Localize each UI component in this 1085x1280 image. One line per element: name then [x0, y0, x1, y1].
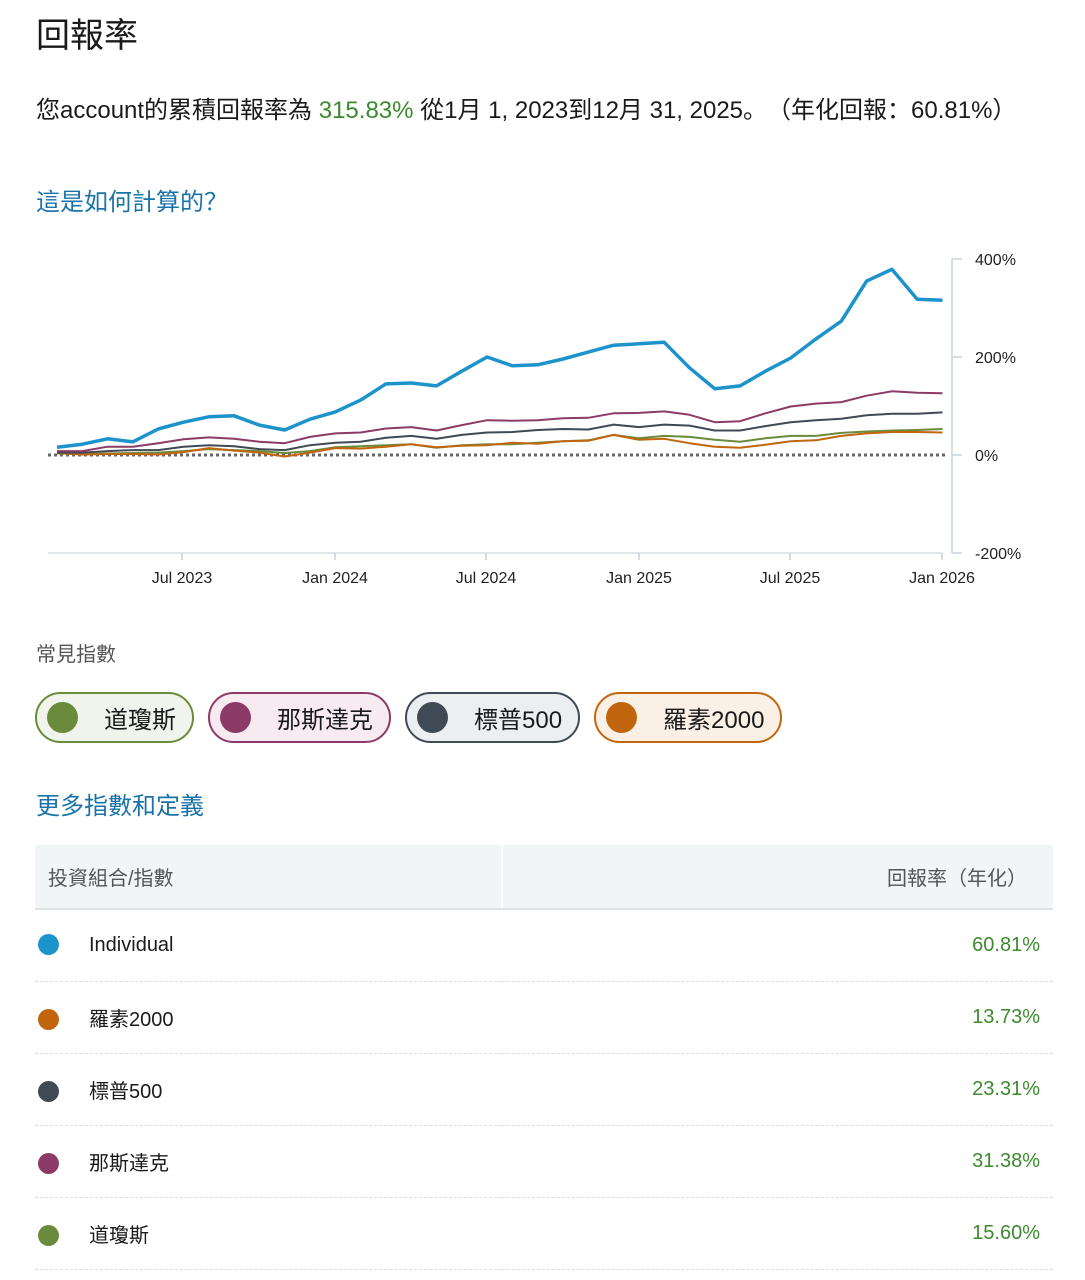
returns-table: 投資組合/指數 回報率（年化） Individual 60.81% 羅素2000 13…: [35, 845, 1053, 1270]
series-color-icon: [38, 1008, 59, 1030]
index-chip-sp500[interactable]: 標普500: [405, 692, 581, 743]
series-color-icon: [38, 1224, 59, 1246]
row-name-cell: 那斯達克: [35, 1125, 502, 1198]
row-name-cell: 羅素2000: [35, 981, 502, 1054]
y-tick-label: 400%: [975, 252, 1016, 269]
index-toggles: 道瓊斯 那斯達克 標普500 羅素2000: [35, 692, 783, 743]
series-color-icon: [38, 1152, 59, 1174]
row-name: 那斯達克: [89, 1152, 169, 1175]
cumulative-return: 315.83%: [318, 97, 414, 124]
chip-label: 羅素2000: [663, 707, 765, 734]
x-tick-label: Jul 2024: [456, 570, 517, 587]
series-line-標普500: [57, 411, 943, 454]
x-tick-label: Jul 2025: [760, 570, 821, 587]
table-row: 那斯達克 31.38%: [35, 1125, 1053, 1198]
returns-chart: 400% 200% 0% -200% Jul 2023 Jan 2024 Jul 2024 J…: [48, 252, 1021, 587]
x-tick-label: Jan 2024: [302, 570, 368, 587]
table-row: 標普500 23.31%: [35, 1053, 1053, 1126]
row-return: 23.31%: [502, 1053, 1053, 1126]
row-name: 羅素2000: [89, 1008, 174, 1031]
series-line-Individual: [56, 267, 943, 449]
row-name-cell: 標普500: [35, 1053, 502, 1126]
series-color-icon: [38, 933, 59, 955]
row-name-cell: 道瓊斯: [35, 1197, 502, 1270]
summary-suffix: 從1月 1, 2023到12月 31, 2025。 （年化回報：60.81%）: [413, 97, 1017, 124]
y-tick-label: -200%: [975, 546, 1021, 563]
row-return: 31.38%: [502, 1125, 1053, 1198]
nasdaq-color-icon: [220, 702, 251, 733]
summary-prefix: 您account的累積回報率為: [36, 97, 319, 124]
chip-label: 標普500: [474, 707, 563, 734]
index-chip-nasdaq[interactable]: 那斯達克: [208, 692, 391, 743]
row-name: 道瓊斯: [89, 1224, 149, 1247]
common-indices-label: 常見指數: [36, 644, 116, 666]
index-chip-russell2000[interactable]: 羅素2000: [594, 692, 783, 743]
page-title: 回報率: [36, 17, 138, 55]
x-tick-label: Jul 2023: [152, 570, 213, 587]
row-name-cell: Individual: [35, 909, 502, 982]
chip-label: 道瓊斯: [104, 707, 176, 734]
header-portfolio[interactable]: 投資組合/指數: [35, 845, 502, 910]
y-tick-label: 0%: [975, 448, 998, 465]
row-return: 15.60%: [502, 1197, 1053, 1270]
how-calculated-link[interactable]: 這是如何計算的？: [36, 189, 228, 216]
x-tick-label: Jan 2026: [909, 570, 975, 587]
header-return[interactable]: 回報率（年化）: [501, 845, 1053, 910]
table-row: 道瓊斯 15.60%: [35, 1197, 1053, 1270]
russell-color-icon: [606, 702, 638, 733]
row-return: 60.81%: [502, 909, 1053, 982]
series-line-那斯達克: [57, 390, 943, 453]
series-color-icon: [38, 1080, 59, 1102]
y-tick-label: 200%: [975, 350, 1016, 367]
index-chip-dow[interactable]: 道瓊斯: [35, 692, 194, 743]
table-row: 羅素2000 13.73%: [35, 981, 1053, 1054]
row-name: 標普500: [89, 1080, 163, 1103]
more-indices-link[interactable]: 更多指數和定義: [36, 793, 204, 820]
series-line-羅素2000: [56, 431, 943, 458]
dow-color-icon: [47, 702, 78, 733]
table-row: Individual 60.81%: [35, 909, 1053, 982]
return-summary: 您account的累積回報率為 315.83% 從1月 1, 2023到12月 …: [36, 92, 1036, 130]
row-name: Individual: [89, 933, 174, 956]
row-return: 13.73%: [502, 981, 1053, 1054]
sp500-color-icon: [417, 702, 448, 733]
x-tick-label: Jan 2025: [606, 570, 672, 587]
chip-label: 那斯達克: [277, 707, 373, 734]
